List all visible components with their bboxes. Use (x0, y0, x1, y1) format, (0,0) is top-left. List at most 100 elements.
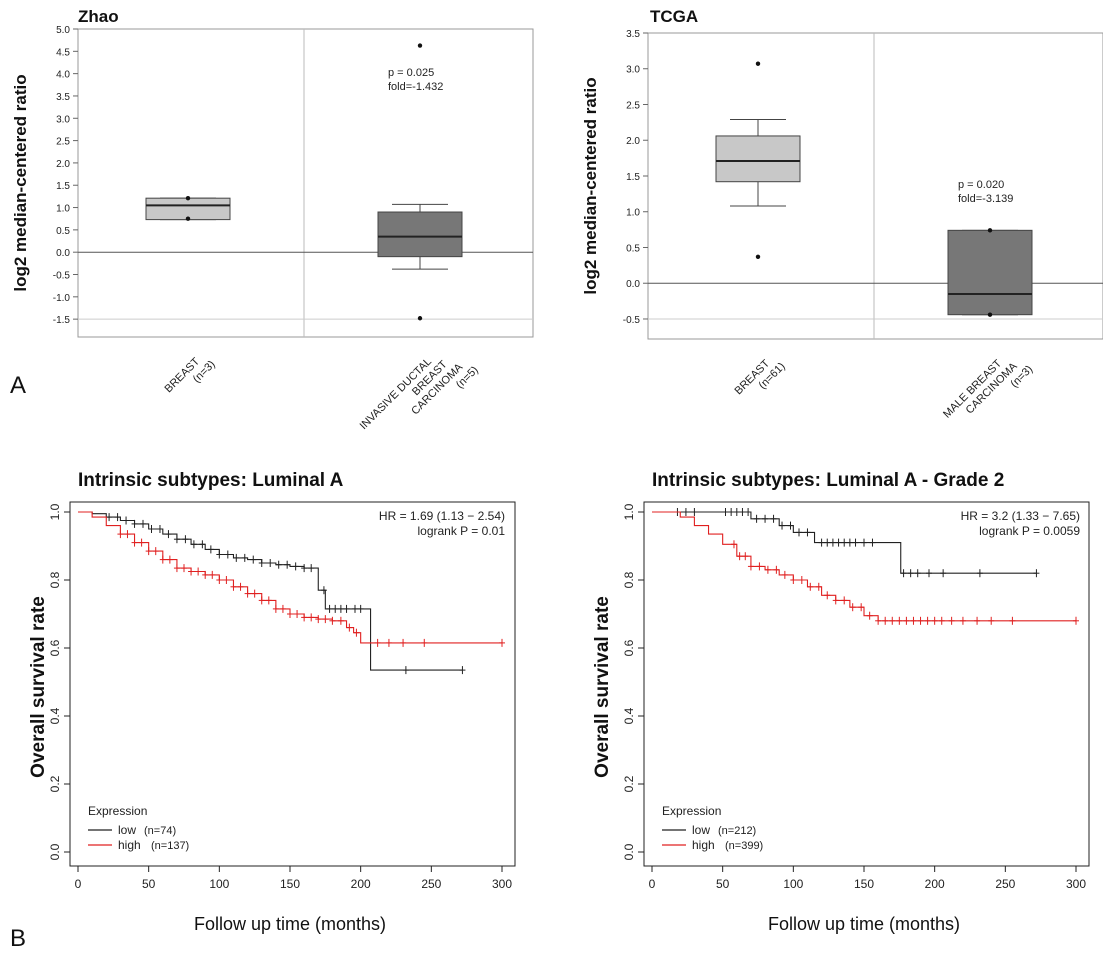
stat-annotation: p = 0.025 (388, 67, 434, 79)
y-axis-label: Overall survival rate (592, 596, 613, 778)
y-tick-label: 0.2 (48, 775, 62, 792)
box-group (145, 195, 231, 221)
y-tick-label: -1.5 (53, 315, 71, 326)
stat-annotation: HR = 1.69 (1.13 − 2.54) (379, 509, 505, 523)
plot-frame (647, 32, 1103, 340)
x-tick-label: 0 (75, 877, 82, 891)
panel-label-b: B (10, 925, 26, 952)
km-plot-luminal-a-grade2: Intrinsic subtypes: Luminal A - Grade 2 0… (592, 470, 1090, 934)
y-tick-label: 4.5 (56, 47, 70, 58)
stat-annotation: fold=-1.432 (388, 81, 443, 93)
y-tick-label: 0.8 (622, 571, 636, 588)
y-tick-label: 0.5 (626, 243, 640, 254)
data-point (417, 43, 423, 48)
x-tick-label: 50 (716, 877, 730, 891)
y-tick-label: 2.0 (626, 136, 640, 147)
stat-annotation: logrank P = 0.01 (417, 524, 505, 538)
legend-title: Expression (88, 804, 147, 818)
x-tick-label: 250 (421, 877, 441, 891)
series-low (652, 508, 1040, 578)
x-axis-label: Follow up time (months) (768, 914, 960, 934)
y-axis-label: Overall survival rate (28, 596, 49, 778)
y-tick-label: 0.6 (48, 639, 62, 656)
legend-count-high: (n=399) (725, 840, 763, 852)
x-tick-label: 100 (209, 877, 229, 891)
y-tick-label: 0.5 (56, 226, 70, 237)
stat-annotation: fold=-3.139 (958, 193, 1013, 205)
series-high (78, 511, 505, 647)
plot-frame (643, 501, 1090, 867)
y-tick-label: 1.0 (56, 204, 70, 215)
y-axis-label: log2 median-centered ratio (11, 74, 30, 291)
series-high (652, 511, 1079, 625)
chart-title: Intrinsic subtypes: Luminal A - Grade 2 (652, 470, 1004, 491)
data-point (755, 254, 761, 259)
x-tick-label: 200 (351, 877, 371, 891)
stat-annotation: HR = 3.2 (1.33 − 7.65) (961, 509, 1080, 523)
boxplot-tcga: TCGA -0.5 0.0 0.5 1.0 1.5 2.0 2.5 3.0 3.5 log2 med… (581, 7, 1103, 439)
box (947, 229, 1033, 316)
category-label: BREAST(n=3) (163, 349, 218, 404)
data-point (417, 316, 423, 321)
legend-count-low: (n=74) (144, 825, 176, 837)
legend-label-high: high (692, 838, 715, 852)
y-tick-label: 0.4 (622, 707, 636, 724)
y-tick-label: -0.5 (53, 271, 71, 282)
y-tick-label: 1.0 (622, 503, 636, 520)
x-tick-label: 250 (995, 877, 1015, 891)
box (377, 211, 463, 258)
box (715, 135, 801, 183)
category-label: INVASIVE DUCTALBREASTCARCINOMA(n=5) (358, 337, 481, 460)
survival-line-low (652, 511, 1037, 574)
box (145, 197, 231, 221)
boxplot-zhao: Zhao -1.5 -1.0 -0.5 0.0 0.5 1.0 1.5 2.0 2.5 3.0 3.5… (11, 7, 534, 460)
y-tick-label: 3.5 (626, 29, 640, 40)
y-tick-label: 2.5 (56, 137, 70, 148)
survival-line-low (78, 511, 463, 671)
category-label: MALE BREASTCARCINOMA(n=3) (941, 345, 1035, 439)
y-axis-label: log2 median-centered ratio (581, 77, 600, 294)
x-tick-label: 0 (649, 877, 656, 891)
legend-label-high: high (118, 838, 141, 852)
box-group (947, 228, 1033, 317)
y-tick-label: 0.6 (622, 639, 636, 656)
plot-frame (77, 28, 534, 338)
y-tick-label: 0.8 (48, 571, 62, 588)
box-group (715, 61, 801, 259)
x-tick-label: 300 (492, 877, 512, 891)
legend-title: Expression (662, 804, 721, 818)
y-tick-label: 1.0 (626, 208, 640, 219)
data-point (987, 312, 993, 317)
km-plot-luminal-a: Intrinsic subtypes: Luminal A 0 50 100 150 20… (28, 470, 516, 934)
y-tick-label: 3.0 (56, 114, 70, 125)
panel-label-a: A (10, 372, 26, 399)
x-tick-label: 150 (280, 877, 300, 891)
y-tick-label: 0.2 (622, 775, 636, 792)
plot-frame (69, 501, 516, 867)
stat-annotation: p = 0.020 (958, 179, 1004, 191)
y-tick-label: 0.4 (48, 707, 62, 724)
chart-title: TCGA (650, 7, 698, 26)
y-tick-label: 4.0 (56, 70, 70, 81)
x-axis-label: Follow up time (months) (194, 914, 386, 934)
data-point (185, 216, 191, 221)
y-tick-label: 3.5 (56, 92, 70, 103)
y-tick-label: 1.5 (626, 172, 640, 183)
y-tick-label: -1.0 (53, 293, 71, 304)
y-tick-label: 0.0 (622, 843, 636, 860)
y-tick-label: 0.0 (48, 843, 62, 860)
legend: Expression low (n=212)high (n=399) (662, 804, 763, 852)
y-tick-label: 2.0 (56, 159, 70, 170)
legend-label-low: low (692, 823, 710, 837)
legend-count-low: (n=212) (718, 825, 756, 837)
chart-title: Intrinsic subtypes: Luminal A (78, 470, 344, 491)
y-tick-label: 1.5 (56, 181, 70, 192)
y-tick-label: 0.0 (626, 279, 640, 290)
data-point (185, 195, 191, 201)
data-point (755, 61, 761, 66)
survival-line-high (652, 511, 1076, 622)
box-group (377, 43, 463, 321)
x-tick-label: 150 (854, 877, 874, 891)
stat-annotation: logrank P = 0.0059 (979, 524, 1080, 538)
